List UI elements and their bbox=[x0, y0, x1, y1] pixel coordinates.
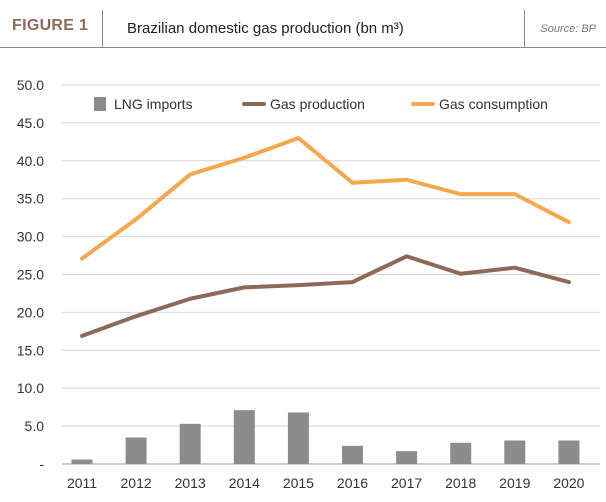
bar-lng-imports bbox=[71, 459, 93, 464]
chart-area: - 5.0 10.0 15.0 20.0 25.0 30.0 35.0 40.0 45.0 50.0… bbox=[17, 77, 600, 491]
legend-swatch-lng-imports bbox=[94, 97, 106, 111]
legend-label-lng-imports: LNG imports bbox=[114, 96, 193, 112]
figure-label: FIGURE 1 bbox=[12, 17, 89, 34]
y-tick-label: 25.0 bbox=[17, 267, 44, 283]
x-tick-label: 2014 bbox=[229, 475, 260, 491]
y-tick-label: 15.0 bbox=[17, 342, 44, 358]
bar-lng-imports bbox=[342, 445, 363, 464]
y-tick-label: - bbox=[39, 456, 44, 472]
legend-label-gas-consumption: Gas consumption bbox=[439, 96, 548, 112]
x-tick-label: 2018 bbox=[445, 475, 476, 491]
x-tick-label: 2020 bbox=[553, 475, 584, 491]
line-gas-production bbox=[80, 254, 571, 338]
y-tick-label: 5.0 bbox=[25, 418, 45, 434]
bar-lng-imports bbox=[233, 410, 255, 464]
header-divider bbox=[524, 10, 525, 48]
y-tick-label: 35.0 bbox=[17, 191, 44, 207]
source-note: Source: BP bbox=[540, 23, 596, 35]
x-tick-label: 2015 bbox=[283, 475, 314, 491]
header-divider bbox=[102, 10, 103, 48]
x-tick-label: 2011 bbox=[67, 475, 97, 491]
bar-lng-imports bbox=[396, 451, 418, 464]
x-tick-label: 2013 bbox=[175, 475, 206, 491]
x-tick-label: 2016 bbox=[337, 475, 368, 491]
y-tick-label: 50.0 bbox=[17, 77, 44, 93]
y-tick-label: 45.0 bbox=[17, 115, 44, 131]
legend-label-gas-production: Gas production bbox=[270, 96, 365, 112]
x-tick-label: 2017 bbox=[391, 475, 422, 491]
y-tick-label: 40.0 bbox=[17, 153, 44, 169]
x-tick-label: 2012 bbox=[121, 475, 152, 491]
bar-lng-imports bbox=[179, 423, 201, 464]
line-gas-consumption bbox=[80, 136, 571, 261]
y-tick-label: 30.0 bbox=[17, 229, 44, 245]
bar-lng-imports bbox=[125, 437, 147, 464]
bar-lng-imports bbox=[504, 440, 526, 464]
bar-lng-imports bbox=[558, 440, 580, 464]
figure-header: FIGURE 1 Brazilian domestic gas producti… bbox=[0, 0, 606, 48]
y-tick-label: 10.0 bbox=[17, 380, 44, 396]
chart-title: Brazilian domestic gas production (bn m³… bbox=[127, 20, 404, 37]
x-tick-label: 2019 bbox=[499, 475, 530, 491]
bar-lng-imports bbox=[287, 412, 309, 464]
y-tick-label: 20.0 bbox=[17, 304, 44, 320]
bar-lng-imports bbox=[450, 442, 472, 464]
